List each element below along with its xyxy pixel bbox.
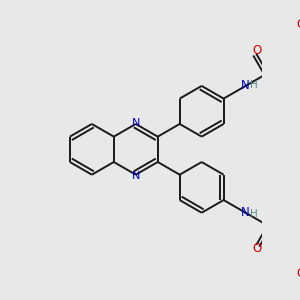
Text: O: O bbox=[252, 44, 261, 57]
Text: O: O bbox=[296, 18, 300, 31]
Text: O: O bbox=[252, 242, 261, 255]
Text: H: H bbox=[250, 80, 258, 90]
Text: N: N bbox=[132, 171, 140, 181]
Text: H: H bbox=[250, 208, 258, 219]
Text: N: N bbox=[241, 206, 250, 219]
Text: O: O bbox=[296, 267, 300, 280]
Text: N: N bbox=[241, 80, 250, 92]
Text: N: N bbox=[132, 118, 140, 128]
